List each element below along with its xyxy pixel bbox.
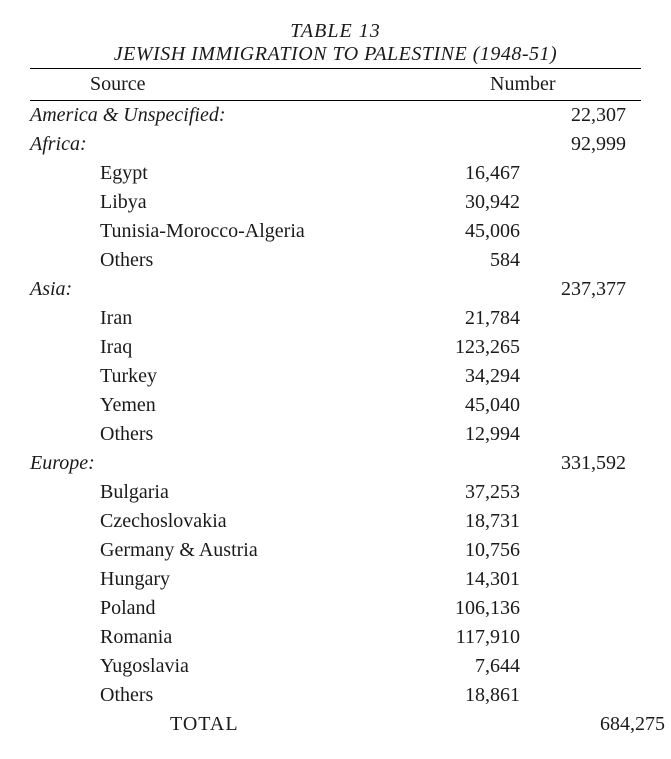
table-number: TABLE 13 (30, 20, 641, 43)
country-value: 18,731 (390, 507, 530, 536)
country-row: Egypt16,467 (30, 159, 641, 188)
region-total: 22,307 (460, 101, 641, 130)
country-name: Turkey (30, 362, 390, 391)
country-value: 10,756 (390, 536, 530, 565)
header-number: Number (415, 73, 631, 96)
country-name: Egypt (30, 159, 390, 188)
country-row: Others584 (30, 246, 641, 275)
column-headers: Source Number (30, 69, 641, 100)
country-name: Hungary (30, 565, 390, 594)
country-name: Germany & Austria (30, 536, 390, 565)
country-row: Others18,861 (30, 681, 641, 710)
country-row: Germany & Austria10,756 (30, 536, 641, 565)
region-name: America & Unspecified: (30, 101, 320, 130)
country-row: Yugoslavia7,644 (30, 652, 641, 681)
country-total-spacer (530, 681, 641, 710)
country-total-spacer (530, 188, 641, 217)
country-total-spacer (530, 391, 641, 420)
country-name: Others (30, 246, 390, 275)
region-total: 331,592 (460, 449, 641, 478)
region-total: 92,999 (460, 130, 641, 159)
country-row: Bulgaria37,253 (30, 478, 641, 507)
country-value: 106,136 (390, 594, 530, 623)
region-row: Europe: 331,592 (30, 449, 641, 478)
country-name: Yugoslavia (30, 652, 390, 681)
country-row: Others12,994 (30, 420, 641, 449)
country-value: 34,294 (390, 362, 530, 391)
country-total-spacer (530, 246, 641, 275)
country-total-spacer (530, 536, 641, 565)
country-total-spacer (530, 565, 641, 594)
country-value: 584 (390, 246, 530, 275)
country-name: Others (30, 681, 390, 710)
country-name: Iraq (30, 333, 390, 362)
region-total: 237,377 (460, 275, 641, 304)
country-row: Hungary14,301 (30, 565, 641, 594)
country-value: 16,467 (390, 159, 530, 188)
region-sub-spacer (320, 130, 460, 159)
country-total-spacer (530, 594, 641, 623)
grand-total-spacer (460, 710, 600, 739)
country-total-spacer (530, 159, 641, 188)
region-row: Africa: 92,999 (30, 130, 641, 159)
grand-total-value: 684,275 (600, 710, 671, 739)
country-row: Iraq123,265 (30, 333, 641, 362)
country-name: Romania (30, 623, 390, 652)
country-row: Turkey34,294 (30, 362, 641, 391)
region-sub-spacer (320, 101, 460, 130)
grand-total-row: TOTAL 684,275 (30, 710, 641, 739)
country-value: 37,253 (390, 478, 530, 507)
region-name: Asia: (30, 275, 320, 304)
country-name: Others (30, 420, 390, 449)
country-value: 117,910 (390, 623, 530, 652)
region-row: Asia: 237,377 (30, 275, 641, 304)
country-value: 30,942 (390, 188, 530, 217)
country-total-spacer (530, 362, 641, 391)
country-row: Yemen45,040 (30, 391, 641, 420)
region-name: Europe: (30, 449, 320, 478)
country-total-spacer (530, 478, 641, 507)
header-source: Source (90, 73, 361, 96)
region-sub-spacer (320, 449, 460, 478)
region-sub-spacer (320, 275, 460, 304)
region-row: America & Unspecified: 22,307 (30, 101, 641, 130)
country-name: Czechoslovakia (30, 507, 390, 536)
table-body: America & Unspecified: 22,307 Africa: 92,99… (30, 101, 641, 710)
country-total-spacer (530, 507, 641, 536)
country-row: Romania117,910 (30, 623, 641, 652)
country-value: 14,301 (390, 565, 530, 594)
country-total-spacer (530, 652, 641, 681)
country-row: Tunisia-Morocco-Algeria45,006 (30, 217, 641, 246)
country-row: Czechoslovakia18,731 (30, 507, 641, 536)
country-value: 45,006 (390, 217, 530, 246)
country-row: Libya30,942 (30, 188, 641, 217)
grand-total-label: TOTAL (30, 710, 460, 739)
country-name: Yemen (30, 391, 390, 420)
country-name: Libya (30, 188, 390, 217)
country-value: 12,994 (390, 420, 530, 449)
region-name: Africa: (30, 130, 320, 159)
country-value: 18,861 (390, 681, 530, 710)
country-value: 7,644 (390, 652, 530, 681)
country-total-spacer (530, 623, 641, 652)
country-total-spacer (530, 333, 641, 362)
country-name: Poland (30, 594, 390, 623)
country-name: Iran (30, 304, 390, 333)
country-name: Tunisia-Morocco-Algeria (30, 217, 390, 246)
country-total-spacer (530, 420, 641, 449)
table-title: JEWISH IMMIGRATION TO PALESTINE (1948-51… (30, 43, 641, 66)
country-value: 21,784 (390, 304, 530, 333)
country-row: Poland106,136 (30, 594, 641, 623)
country-total-spacer (530, 217, 641, 246)
country-value: 123,265 (390, 333, 530, 362)
country-row: Iran21,784 (30, 304, 641, 333)
country-total-spacer (530, 304, 641, 333)
country-value: 45,040 (390, 391, 530, 420)
immigration-table: TABLE 13 JEWISH IMMIGRATION TO PALESTINE… (30, 20, 641, 739)
country-name: Bulgaria (30, 478, 390, 507)
